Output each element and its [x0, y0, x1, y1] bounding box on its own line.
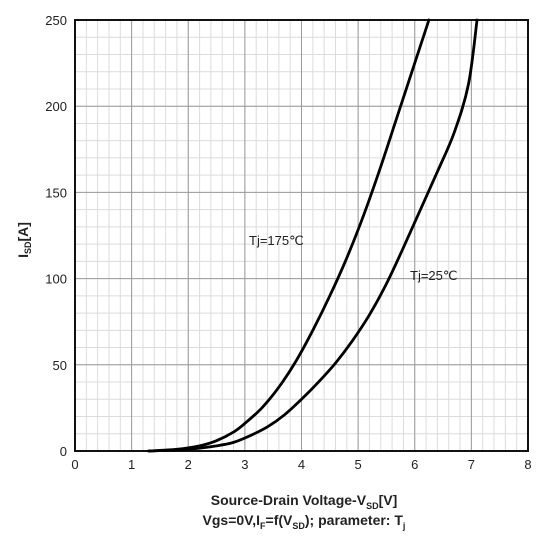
x-tick-labels: 0 1 2 3 4 5 6 7 8 [71, 457, 531, 472]
x-tick-label: 0 [71, 457, 78, 472]
x-tick-label: 2 [185, 457, 192, 472]
y-axis-title-main: I [15, 254, 31, 258]
series-line-1 [147, 18, 479, 453]
x-tick-label: 3 [241, 457, 248, 472]
y-tick-label: 0 [60, 444, 67, 459]
y-tick-label: 50 [53, 358, 67, 373]
subtitle-sub-3: j [402, 520, 406, 531]
chart-subtitle: Vgs=0V,IF=f(VSD); parameter: Tj [80, 512, 528, 531]
y-tick-labels: 0 50 100 150 200 250 [45, 13, 67, 459]
chart-svg: 0 1 2 3 4 5 6 7 8 0 50 100 150 200 250 Tj=175℃ Tj=25℃… [15, 13, 532, 472]
x-axis-title: Source-Drain Voltage-VSD[V] [80, 492, 528, 511]
y-tick-label: 250 [45, 13, 67, 28]
series-label-175: Tj=175℃ [249, 233, 304, 248]
x-tick-label: 4 [298, 457, 305, 472]
subtitle-sub-2: SD [292, 520, 305, 531]
x-axis-title-main: Source-Drain Voltage-V [210, 492, 367, 508]
subtitle-part-1: Vgs=0V,I [202, 512, 261, 528]
y-tick-label: 200 [45, 99, 67, 114]
subtitle-part-3: ); parameter: T [304, 512, 403, 528]
y-tick-label: 100 [45, 272, 67, 287]
plot-frame [74, 19, 529, 452]
subtitle-part-2: =f(V [265, 512, 293, 528]
x-tick-label: 6 [411, 457, 418, 472]
y-axis-title-sub: SD [23, 241, 33, 254]
x-tick-label: 5 [355, 457, 362, 472]
y-axis-title-unit: [A] [15, 222, 31, 241]
subtitle-sub-1: F [260, 520, 266, 531]
y-axis-title: ISD[A] [15, 222, 33, 258]
series-lines [147, 18, 479, 453]
grid [74, 19, 529, 452]
x-axis-title-unit: [V] [378, 492, 398, 508]
x-tick-label: 7 [468, 457, 475, 472]
series-label-25: Tj=25℃ [410, 268, 457, 283]
x-tick-label: 8 [524, 457, 531, 472]
y-tick-label: 150 [45, 185, 67, 200]
series-line-0 [147, 18, 431, 453]
x-axis-title-sub: SD [366, 500, 379, 511]
x-tick-label: 1 [128, 457, 135, 472]
